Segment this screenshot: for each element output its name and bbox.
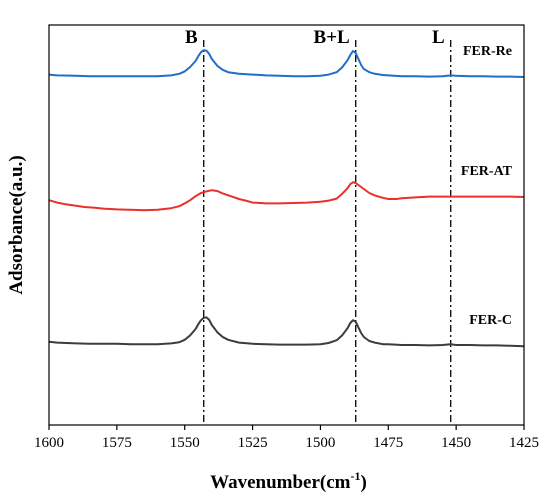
- series-label-fer-at: FER-AT: [461, 164, 513, 179]
- series-labels: FER-Re FER-AT FER-C: [461, 44, 513, 328]
- x-tick-label: 1475: [373, 435, 403, 451]
- x-tick-label: 1600: [34, 435, 64, 451]
- series-layer: [48, 49, 525, 348]
- x-tick-label: 1500: [305, 435, 335, 451]
- annotation-labels: B B+L L: [185, 27, 445, 48]
- series-line-fer-re: [48, 49, 525, 78]
- y-axis-title: Adsorbance(a.u.): [6, 155, 27, 294]
- x-tick-label: 1425: [509, 435, 539, 451]
- annotation-label-b: B: [185, 27, 198, 48]
- annotation-label-l: L: [432, 27, 445, 48]
- reference-lines: [203, 40, 452, 425]
- x-tick-label: 1550: [170, 435, 200, 451]
- series-line-fer-at: [48, 181, 525, 212]
- series-label-fer-c: FER-C: [469, 313, 512, 328]
- x-tick-label: 1575: [102, 435, 132, 451]
- annotation-label-bplusl: B+L: [314, 27, 350, 48]
- x-axis-title: Wavenumber(cm-1): [210, 469, 367, 493]
- plot-frame: [48, 24, 525, 426]
- x-tick-label: 1525: [238, 435, 268, 451]
- series-line-fer-c: [48, 316, 525, 348]
- x-axis-ticks: 1600 1575 1550 1525 1500 1475 1450 1425: [34, 425, 539, 451]
- series-label-fer-re: FER-Re: [463, 44, 512, 59]
- x-tick-label: 1450: [441, 435, 471, 451]
